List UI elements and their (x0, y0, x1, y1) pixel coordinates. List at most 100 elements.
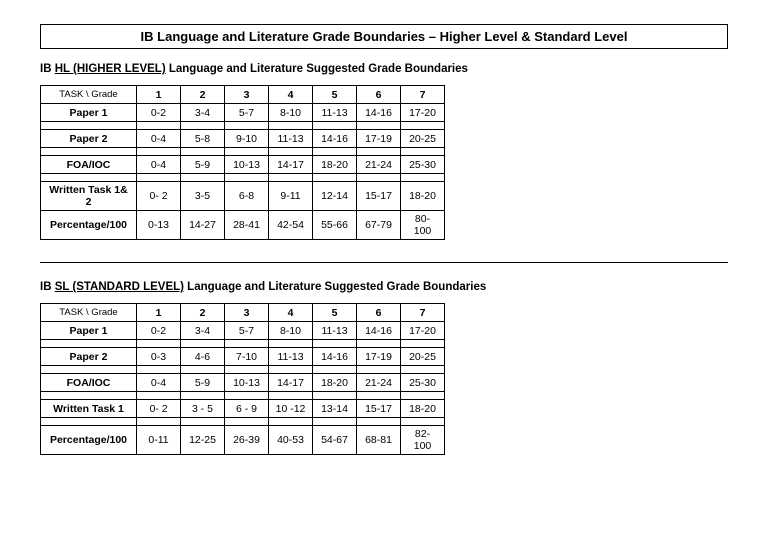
boundary-cell: 11-13 (269, 348, 313, 366)
boundary-cell: 80-100 (401, 211, 445, 240)
boundary-cell: 20-25 (401, 348, 445, 366)
boundary-cell: 0-4 (137, 156, 181, 174)
boundary-cell: 18-20 (401, 182, 445, 211)
table-header-grade: 2 (181, 86, 225, 104)
boundary-cell: 0- 2 (137, 182, 181, 211)
boundary-cell: 6 - 9 (225, 400, 269, 418)
spacer-row (41, 122, 445, 130)
task-name: Paper 2 (41, 130, 137, 148)
boundary-cell: 3-4 (181, 104, 225, 122)
table-row: Written Task 10- 23 - 56 - 910 -1213-141… (41, 400, 445, 418)
task-name: FOA/IOC (41, 156, 137, 174)
boundary-cell: 20-25 (401, 130, 445, 148)
spacer-row (41, 366, 445, 374)
boundary-cell: 11-13 (313, 104, 357, 122)
boundary-cell: 17-20 (401, 322, 445, 340)
boundary-cell: 14-16 (357, 104, 401, 122)
sl-heading-prefix: IB (40, 281, 55, 293)
boundary-cell: 14-27 (181, 211, 225, 240)
boundary-cell: 12-25 (181, 426, 225, 455)
boundary-cell: 10-13 (225, 374, 269, 392)
table-header-grade: 4 (269, 304, 313, 322)
boundary-cell: 25-30 (401, 156, 445, 174)
boundary-cell: 18-20 (401, 400, 445, 418)
boundary-cell: 6-8 (225, 182, 269, 211)
boundary-cell: 54-67 (313, 426, 357, 455)
boundary-cell: 28-41 (225, 211, 269, 240)
table-row: FOA/IOC0-45-910-1314-1718-2021-2425-30 (41, 156, 445, 174)
boundary-cell: 0- 2 (137, 400, 181, 418)
boundary-cell: 5-7 (225, 322, 269, 340)
task-name: Written Task 1 (41, 400, 137, 418)
hl-heading-prefix: IB (40, 63, 55, 75)
boundary-cell: 8-10 (269, 322, 313, 340)
sl-heading: IB SL (STANDARD LEVEL) Language and Lite… (40, 281, 728, 293)
boundary-cell: 21-24 (357, 156, 401, 174)
task-name: FOA/IOC (41, 374, 137, 392)
boundary-cell: 21-24 (357, 374, 401, 392)
table-header-grade: 6 (357, 304, 401, 322)
boundary-cell: 42-54 (269, 211, 313, 240)
table-row: Paper 20-34-67-1011-1314-1617-1920-25 (41, 348, 445, 366)
boundary-cell: 14-16 (313, 348, 357, 366)
sl-heading-underline: SL (STANDARD LEVEL) (55, 281, 184, 293)
boundary-cell: 67-79 (357, 211, 401, 240)
table-header-grade: 5 (313, 86, 357, 104)
boundary-cell: 3-5 (181, 182, 225, 211)
boundary-cell: 18-20 (313, 156, 357, 174)
boundary-cell: 13-14 (313, 400, 357, 418)
boundary-cell: 9-11 (269, 182, 313, 211)
boundary-cell: 4-6 (181, 348, 225, 366)
spacer-row (41, 392, 445, 400)
table-header-grade: 6 (357, 86, 401, 104)
boundary-cell: 5-7 (225, 104, 269, 122)
boundary-cell: 17-19 (357, 348, 401, 366)
hl-heading-suffix: Language and Literature Suggested Grade … (166, 63, 468, 75)
boundary-cell: 12-14 (313, 182, 357, 211)
hl-heading: IB HL (HIGHER LEVEL) Language and Litera… (40, 63, 728, 75)
boundary-cell: 9-10 (225, 130, 269, 148)
table-row: Paper 10-23-45-78-1011-1314-1617-20 (41, 322, 445, 340)
boundary-cell: 0-4 (137, 374, 181, 392)
hl-table: TASK \ Grade1234567Paper 10-23-45-78-101… (40, 85, 445, 240)
table-row: Paper 20-45-89-1011-1314-1617-1920-25 (41, 130, 445, 148)
spacer-row (41, 148, 445, 156)
spacer-row (41, 418, 445, 426)
boundary-cell: 3-4 (181, 322, 225, 340)
boundary-cell: 15-17 (357, 400, 401, 418)
table-header-grade: 3 (225, 86, 269, 104)
task-name: Percentage/100 (41, 426, 137, 455)
hl-heading-underline: HL (HIGHER LEVEL) (55, 63, 166, 75)
table-header-grade: 3 (225, 304, 269, 322)
table-row: Written Task 1& 20- 23-56-89-1112-1415-1… (41, 182, 445, 211)
boundary-cell: 14-17 (269, 156, 313, 174)
boundary-cell: 18-20 (313, 374, 357, 392)
spacer-row (41, 340, 445, 348)
boundary-cell: 14-16 (357, 322, 401, 340)
table-header-task: TASK \ Grade (41, 304, 137, 322)
task-name: Paper 1 (41, 104, 137, 122)
task-name: Written Task 1& 2 (41, 182, 137, 211)
boundary-cell: 0-3 (137, 348, 181, 366)
boundary-cell: 3 - 5 (181, 400, 225, 418)
task-name: Paper 2 (41, 348, 137, 366)
boundary-cell: 11-13 (313, 322, 357, 340)
boundary-cell: 11-13 (269, 130, 313, 148)
boundary-cell: 5-9 (181, 156, 225, 174)
boundary-cell: 5-9 (181, 374, 225, 392)
boundary-cell: 17-20 (401, 104, 445, 122)
boundary-cell: 82-100 (401, 426, 445, 455)
boundary-cell: 0-4 (137, 130, 181, 148)
boundary-cell: 17-19 (357, 130, 401, 148)
table-header-grade: 7 (401, 304, 445, 322)
page-title: IB Language and Literature Grade Boundar… (40, 24, 728, 49)
boundary-cell: 14-17 (269, 374, 313, 392)
table-row: Paper 10-23-45-78-1011-1314-1617-20 (41, 104, 445, 122)
boundary-cell: 10 -12 (269, 400, 313, 418)
table-row: Percentage/1000-1112-2526-3940-5354-6768… (41, 426, 445, 455)
sl-table: TASK \ Grade1234567Paper 10-23-45-78-101… (40, 303, 445, 455)
spacer-row (41, 174, 445, 182)
boundary-cell: 40-53 (269, 426, 313, 455)
boundary-cell: 14-16 (313, 130, 357, 148)
boundary-cell: 26-39 (225, 426, 269, 455)
